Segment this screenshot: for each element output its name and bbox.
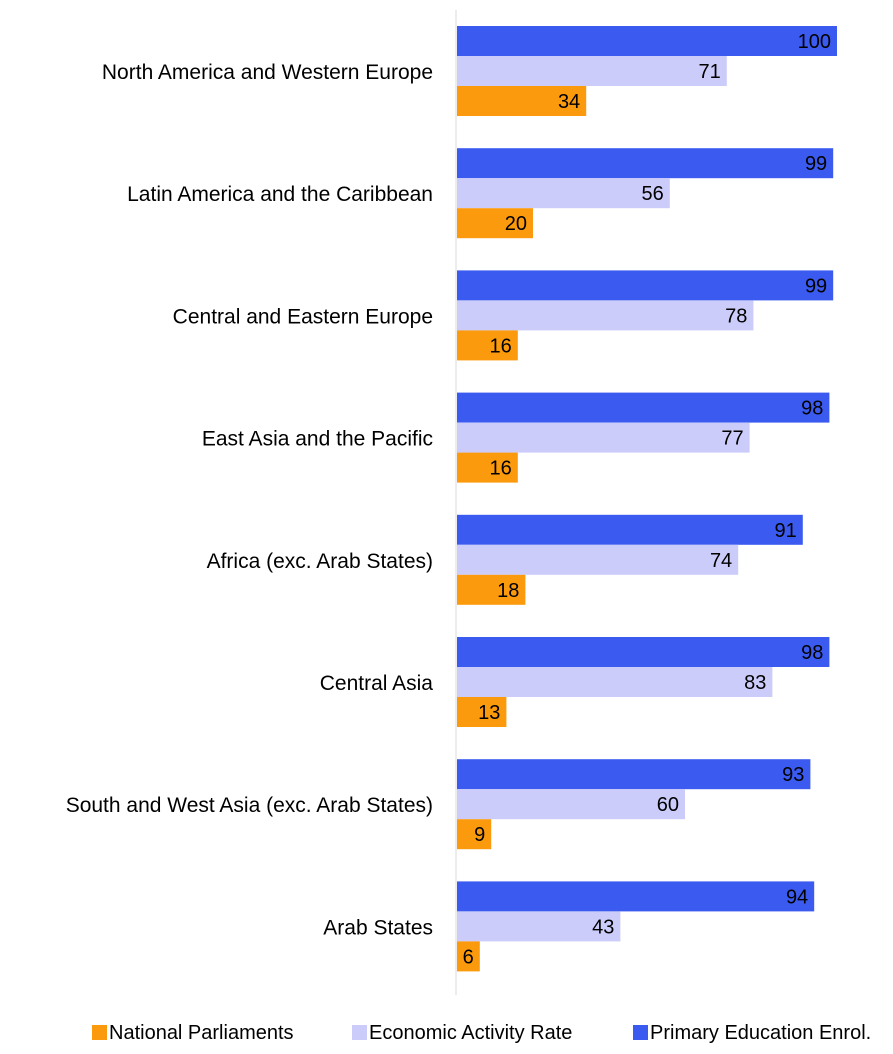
data-label: 71 <box>699 61 721 83</box>
bar-economic-activity-rate <box>457 911 621 942</box>
bar-primary-education-enrol <box>457 759 811 790</box>
labels-layer: 100 71 34 North America and Western Europe 9… <box>66 31 831 968</box>
bar-national-parliaments <box>457 697 507 727</box>
data-label: 18 <box>497 580 519 602</box>
category-label: Central Asia <box>320 672 434 695</box>
category-label: Central and Eastern Europe <box>173 305 433 328</box>
legend: National Parliaments Economic Activity Ra… <box>92 1022 871 1044</box>
data-label: 6 <box>463 946 474 968</box>
category-label: Arab States <box>323 916 433 939</box>
bar-economic-activity-rate <box>457 667 773 697</box>
bar-primary-education-enrol <box>457 392 830 423</box>
category-label: South and West Asia (exc. Arab States) <box>66 794 433 817</box>
legend-swatch <box>633 1025 648 1040</box>
data-label: 16 <box>490 458 512 480</box>
category-label: East Asia and the Pacific <box>202 428 433 451</box>
bar-economic-activity-rate <box>457 178 670 209</box>
data-label: 83 <box>744 672 766 694</box>
bar-national-parliaments <box>457 330 518 361</box>
legend-swatch <box>352 1025 367 1040</box>
legend-entry-label: Economic Activity Rate <box>369 1022 572 1044</box>
data-label: 99 <box>805 153 827 175</box>
category-label: Latin America and the Caribbean <box>127 183 433 206</box>
data-label: 20 <box>505 213 527 235</box>
data-label: 94 <box>786 886 808 908</box>
bar-economic-activity-rate <box>457 422 750 453</box>
data-label: 91 <box>775 520 797 542</box>
legend-entry-label: National Parliaments <box>109 1022 294 1044</box>
data-label: 98 <box>801 642 823 664</box>
bar-primary-education-enrol <box>457 637 830 667</box>
data-label: 100 <box>798 31 831 53</box>
bar-national-parliaments <box>457 86 587 116</box>
bar-economic-activity-rate <box>457 544 739 575</box>
bar-economic-activity-rate <box>457 300 754 331</box>
data-label: 98 <box>801 398 823 420</box>
data-label: 99 <box>805 275 827 297</box>
category-label: Africa (exc. Arab States) <box>207 550 433 573</box>
data-label: 60 <box>657 794 679 816</box>
bar-primary-education-enrol <box>457 881 815 912</box>
bars-layer <box>455 10 837 995</box>
data-label: 78 <box>725 305 747 327</box>
bar-economic-activity-rate <box>457 789 685 820</box>
legend-entry-label: Primary Education Enrol. <box>650 1022 871 1044</box>
bar-national-parliaments <box>457 941 480 972</box>
bar-economic-activity-rate <box>457 56 727 86</box>
data-label: 56 <box>642 183 664 205</box>
data-label: 93 <box>782 764 804 786</box>
data-label: 77 <box>721 428 743 450</box>
bar-national-parliaments <box>457 452 518 483</box>
bar-national-parliaments <box>457 574 526 605</box>
data-label: 9 <box>474 824 485 846</box>
data-label: 13 <box>478 702 500 724</box>
data-label: 74 <box>710 550 732 572</box>
bar-primary-education-enrol <box>457 148 834 179</box>
bar-primary-education-enrol <box>457 26 837 56</box>
bar-primary-education-enrol <box>457 514 803 545</box>
data-label: 16 <box>490 335 512 357</box>
category-label: North America and Western Europe <box>102 61 433 84</box>
legend-swatch <box>92 1025 107 1040</box>
bar-national-parliaments <box>457 208 533 239</box>
bar-national-parliaments <box>457 819 492 850</box>
data-label: 34 <box>558 91 580 113</box>
data-label: 43 <box>592 916 614 938</box>
bar-primary-education-enrol <box>457 270 834 301</box>
